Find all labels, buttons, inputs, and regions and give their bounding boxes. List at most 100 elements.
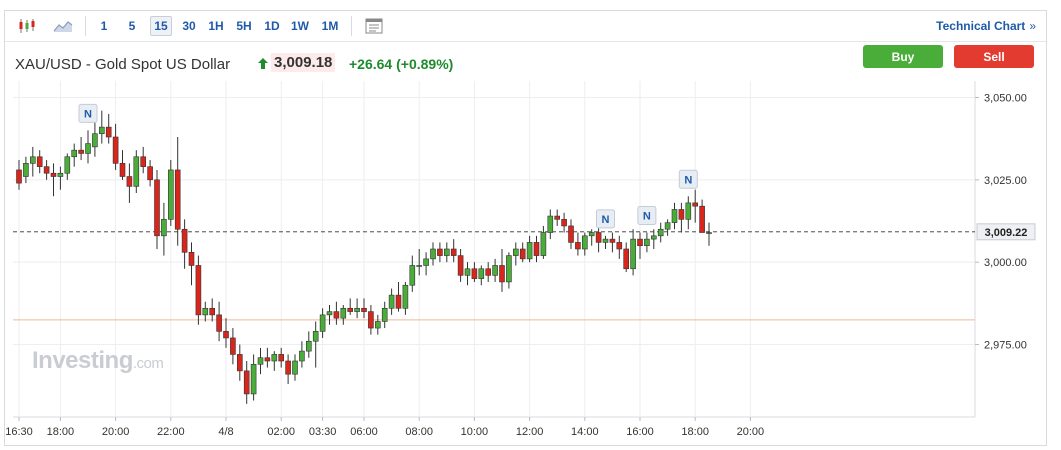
candle-body [492,265,498,276]
candle-body [64,156,71,174]
area-chart-icon[interactable] [51,16,75,36]
chart-toolbar: 1 5 15 30 1H 5H 1D 1W 1M Technical Chart… [5,11,1046,42]
x-tick-label: 03:30 [309,426,337,438]
candle-body [512,248,519,256]
technical-chart-label: Technical Chart [936,19,1026,33]
timeframe-1m[interactable]: 1M [321,19,339,33]
x-tick-label: 14:00 [571,426,599,438]
candle-body [292,360,298,375]
candle-body [575,242,581,250]
instrument-name: XAU/USD - Gold Spot US Dollar [15,56,231,73]
timeframe-1w[interactable]: 1W [291,19,309,33]
candle-body [243,370,250,395]
candle-body [547,215,554,233]
technical-chart-link[interactable]: Technical Chart» [936,19,1036,33]
candle-body [202,307,209,316]
candle-body [526,242,533,260]
candle-body [105,126,112,138]
candle-body [85,143,91,154]
x-tick-label: 12:00 [516,426,544,438]
x-tick-label: 4/8 [218,426,233,438]
candle-body [347,307,354,312]
timeframe-30[interactable]: 30 [182,19,196,33]
chart-widget: 1 5 15 30 1H 5H 1D 1W 1M Technical Chart… [4,10,1047,446]
candle-body [602,238,609,243]
y-tick-label: 2,975.00 [984,340,1027,352]
instrument-header: XAU/USD - Gold Spot US Dollar 3,009.18 +… [5,53,1046,79]
candle-body [78,149,84,154]
timeframe-5[interactable]: 5 [128,19,136,33]
candle-body [16,169,22,184]
investing-watermark: Investing.com [32,347,164,375]
timeframe-15[interactable]: 15 [150,16,172,36]
candle-body [99,126,105,135]
y-tick-label: 3,050.00 [984,92,1027,104]
candle-body [588,232,595,237]
candle-body [209,307,215,316]
sell-button[interactable]: Sell [954,45,1034,68]
candle-body [430,248,436,260]
candle-body [402,284,409,309]
timeframe-5h[interactable]: 5H [236,19,252,33]
news-marker-label: N [643,211,651,223]
news-marker-label: N [602,214,610,226]
candle-body [195,265,202,316]
candle-body [57,172,64,177]
candle-body [595,232,602,243]
candle-body [133,156,140,187]
timeframe-1h[interactable]: 1H [208,19,224,33]
price-chart[interactable]: 3,050.00 3,025.00 3,000.00 2,975.00 16:30 18:… [5,11,1046,445]
indicator-panel-icon[interactable] [362,16,386,36]
news-marker-label: N [84,108,92,120]
buy-button[interactable]: Buy [863,45,943,68]
candle-body [340,307,347,319]
candle-body [333,311,340,319]
candle-body [706,232,712,234]
candle-body [561,219,567,227]
candle-body [147,166,153,181]
candle-body [678,209,685,220]
arrow-up-icon [258,58,268,69]
candle-body [374,321,381,329]
candle-body [685,202,692,220]
candle-body [119,163,126,177]
candle-body [443,248,450,256]
candle-body [188,251,195,266]
candle-body [126,176,133,187]
candle-body [423,258,429,266]
candle-body [499,265,505,283]
candle-body [464,268,471,276]
candle-body [181,228,188,253]
candle-body [92,133,98,148]
candle-body [312,331,319,342]
x-tick-label: 20:00 [737,426,765,438]
change-value: +26.64 [349,56,393,72]
candle-body [250,363,257,395]
news-marker [678,169,698,189]
candle-body [299,350,305,362]
timeframe-1[interactable]: 1 [100,19,108,33]
candle-body [637,238,643,247]
candle-body [692,202,699,207]
candle-body [630,238,636,270]
candle-body [140,156,146,167]
candle-body [478,268,485,279]
candle-body [168,169,174,220]
candle-body [354,307,360,312]
toolbar-divider [351,16,352,36]
candlestick-icon[interactable] [15,16,39,36]
candle-body [519,248,526,260]
candle-body [416,265,423,267]
candle-body [285,360,291,375]
chevron-right-icon: » [1029,19,1036,33]
candle-body [216,314,222,332]
x-tick-label: 16:30 [5,426,33,438]
candle-body [471,268,478,279]
x-tick-label: 18:00 [47,426,75,438]
timeframe-1d[interactable]: 1D [264,19,280,33]
x-tick-label: 20:00 [102,426,130,438]
candle-body [609,238,616,243]
candle-body [305,340,312,352]
candle-body [540,232,547,256]
x-tick-label: 08:00 [405,426,433,438]
